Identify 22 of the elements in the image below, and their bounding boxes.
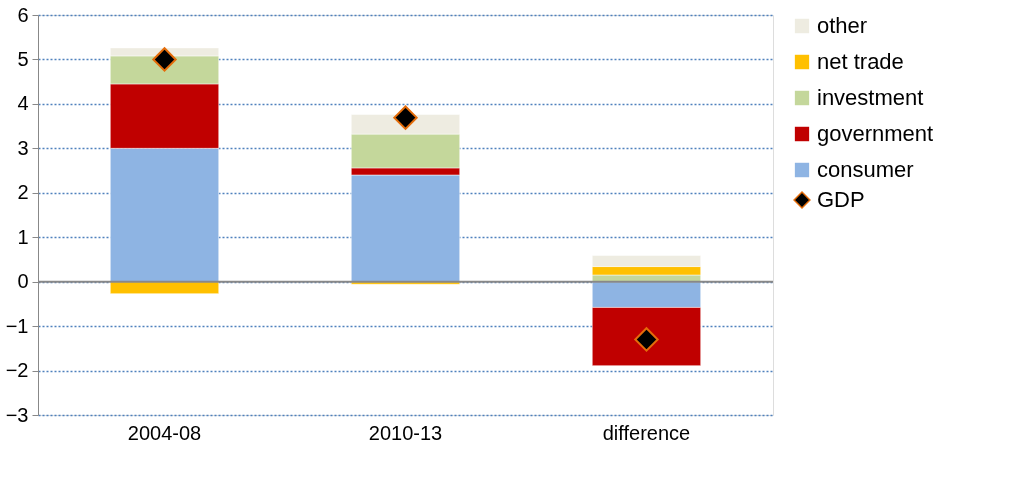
y-tick-label: 2 (17, 181, 29, 204)
y-tick-label: −2 (5, 359, 29, 382)
y-tick-label: 0 (17, 270, 29, 293)
y-tick-label: 3 (17, 136, 29, 159)
x-tick-label: 2010-13 (368, 421, 443, 444)
legend-label: consumer (817, 157, 914, 182)
y-tick-label: −1 (5, 314, 29, 337)
y-tick-label: 1 (17, 225, 29, 248)
y-tick-label: 5 (17, 47, 29, 70)
legend-label: investment (817, 85, 924, 110)
point (393, 105, 418, 130)
y-tick-label: 6 (17, 3, 29, 26)
y-tick-label: 4 (17, 92, 29, 115)
y-tick-label: −3 (5, 403, 29, 426)
point (152, 47, 177, 72)
legend-label: net trade (817, 49, 904, 74)
point (634, 327, 659, 352)
legend-label: GDP (817, 187, 865, 212)
x-tick-label: difference (602, 421, 691, 444)
x-tick-label: 2004-08 (127, 421, 202, 444)
legend-label: other (817, 13, 868, 38)
legend-label: government (817, 121, 934, 146)
